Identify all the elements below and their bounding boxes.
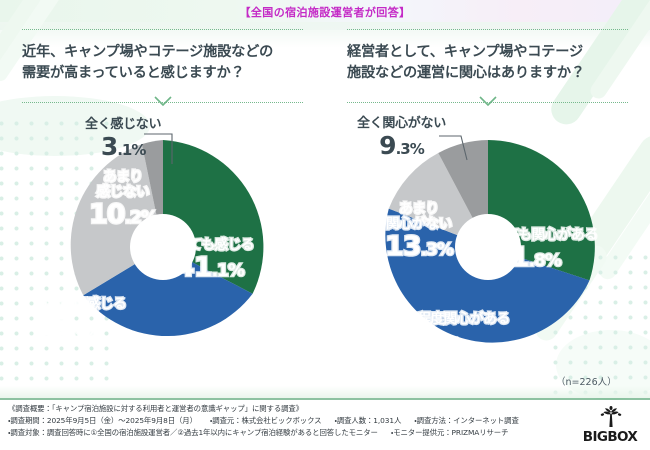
slice-label-value: 41.1%: [175, 251, 247, 284]
footer-line-2: ・調査期間：2025年9月5日（金）〜2025年9月8日（月） ・調査元：株式会社…: [8, 415, 568, 427]
footer-divider: [0, 398, 650, 400]
dotted-rule-bottom: [347, 102, 628, 103]
header-banner-text: 【全国の宿泊施設運営者が回答】: [239, 6, 411, 19]
slice-label-name: 全く関心がない: [357, 116, 446, 131]
survey-count: ・調査人数：1,031人: [334, 415, 402, 425]
slice-label-name: ある程度感じる: [33, 295, 128, 313]
slice-label-not-much-interested: あまり 関心がない 13.3%: [384, 200, 456, 263]
bigbox-logo: BIGBOX: [576, 406, 644, 448]
slice-label-name-line1: あまり: [398, 200, 441, 218]
footer: 《調査概要：「キャンプ宿泊施設に対する利用者と運営者の意識ギャップ」に関する調査…: [0, 400, 650, 450]
slice-label-name-line2: 関心がない: [385, 215, 454, 233]
question-panels: 近年、キャンプ場やコテージ施設などの 需要が高まっていると感じますか？ 経営者とし…: [0, 26, 650, 112]
slice-label-very-much: とても感じる 41.1%: [175, 236, 256, 284]
donut-hole: [454, 214, 521, 280]
footer-fade: [0, 386, 650, 398]
chevron-down-icon: [478, 96, 497, 108]
survey-source: ・調査元：株式会社ビックボックス: [209, 415, 322, 425]
leader-line-right: [439, 135, 468, 161]
slice-label-value: 45.6%: [390, 325, 462, 358]
slice-label-not-at-all: 全く感じない 3.1%: [85, 117, 162, 161]
dotted-rule-top: [347, 29, 628, 30]
slice-not-much-interested: [388, 153, 488, 247]
question-panel-left: 近年、キャンプ場やコテージ施設などの 需要が高まっていると感じますか？: [0, 26, 325, 112]
question-panel-right: 経営者として、キャンプ場やコテージ 施設などの運営に関心はありますか？: [325, 26, 650, 112]
question-title-right: 経営者として、キャンプ場やコテージ 施設などの運営に関心はありますか？: [347, 44, 585, 81]
logo-mark-icon: [598, 406, 624, 428]
header-banner: 【全国の宿泊施設運営者が回答】: [0, 0, 650, 24]
survey-target: ・調査対象：調査回答時に①全国の宿泊施設運営者／②過去1年以内にキャンプ宿泊経験…: [8, 427, 378, 437]
logo-text: BIGBOX: [582, 429, 638, 445]
donut-hole: [129, 214, 196, 280]
slice-label-value: 13.3%: [384, 230, 456, 263]
question-title-left: 近年、キャンプ場やコテージ施設などの 需要が高まっていると感じますか？: [22, 44, 274, 81]
slice-label-value: 3.1%: [100, 131, 147, 161]
slice-label-not-interested: 全く関心がない 9.3%: [357, 116, 446, 160]
slice-label-name: とても感じる: [175, 236, 256, 254]
dotted-rule-bottom: [22, 102, 303, 103]
donut-right-graphic: [371, 130, 605, 364]
slice-label-name-line1: あまり: [102, 168, 145, 186]
footer-line-3: ・調査対象：調査回答時に①全国の宿泊施設運営者／②過去1年以内にキャンプ宿泊経験…: [8, 427, 568, 439]
slice-label-somewhat-interested: ある程度関心がある 45.6%: [390, 310, 512, 358]
charts-area: とても感じる 41.1% ある程度感じる 45.6% あまり 感じない 10.2…: [0, 112, 650, 388]
leader-line-left: [144, 133, 173, 164]
slice-label-name: 全く感じない: [85, 117, 162, 132]
monitor-provider: ・モニター提供元：PRIZMAリサーチ: [390, 427, 509, 437]
survey-method: ・調査方法：インターネット調査: [414, 415, 519, 425]
slice-label-not-much: あまり 感じない 10.2%: [88, 168, 160, 231]
sample-size-note: （n=226人）: [556, 377, 617, 388]
slice-somewhat: [82, 247, 253, 337]
slice-label-value: 10.2%: [88, 198, 160, 231]
slice-label-name: とても関心がある: [492, 226, 599, 244]
slice-label-value: 9.3%: [379, 130, 425, 160]
survey-period: ・調査期間：2025年9月5日（金）〜2025年9月8日（月）: [8, 415, 197, 425]
slice-label-very-interested: とても関心がある 31.8%: [492, 226, 599, 274]
footer-line-1: 《調査概要：「キャンプ宿泊施設に対する利用者と運営者の意識ギャップ」に関する調査…: [8, 404, 303, 413]
donut-left-graphic: [46, 130, 280, 364]
slice-label-value: 45.6%: [33, 310, 105, 343]
slice-label-name: ある程度関心がある: [390, 310, 512, 328]
slice-label-name-line2: 感じない: [95, 183, 151, 201]
top-fade: [0, 22, 650, 48]
dotted-rule-top: [22, 29, 303, 30]
slice-label-somewhat: ある程度感じる 45.6%: [33, 295, 128, 343]
footer-text-block: 《調査概要：「キャンプ宿泊施設に対する利用者と運営者の意識ギャップ」に関する調査…: [8, 403, 568, 439]
donut-chart-right: とても関心がある 31.8% ある程度関心がある 45.6% あまり 関心がない…: [325, 112, 650, 387]
chevron-down-icon: [153, 96, 172, 108]
slice-label-value: 31.8%: [492, 241, 564, 274]
donut-chart-left: とても感じる 41.1% ある程度感じる 45.6% あまり 感じない 10.2…: [0, 112, 325, 387]
